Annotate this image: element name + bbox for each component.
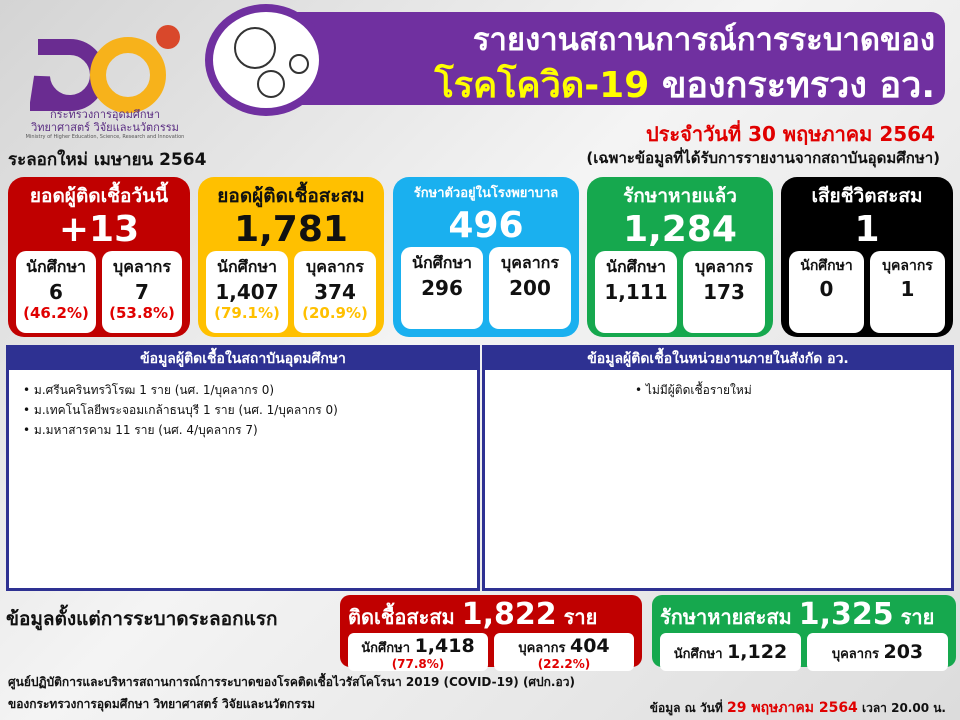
list-item: ม.ศรีนครินทรวิโรฒ 1 ราย (นศ. 1/บุคลากร 0… bbox=[23, 380, 463, 400]
card-recovered: รักษาหายแล้ว 1,284 นักศึกษา 1,111 บุคลากร… bbox=[587, 177, 773, 337]
staff-label: บุคลากร bbox=[113, 257, 171, 276]
card-cumulative: ยอดผู้ติดเชื้อสะสม 1,781 นักศึกษา 1,407 (7… bbox=[198, 177, 384, 337]
staff-pct: (22.2%) bbox=[537, 657, 591, 671]
student-value: 6 bbox=[49, 280, 63, 304]
total-value: 1,822 bbox=[461, 597, 557, 632]
card-total: 1,781 bbox=[234, 209, 348, 250]
student-value: 1,407 bbox=[215, 280, 279, 304]
virus-icon bbox=[205, 4, 327, 116]
student-pct: (46.2%) bbox=[23, 304, 89, 322]
since-first-wave-label: ข้อมูลตั้งแต่การระบาดระลอกแรก bbox=[6, 608, 278, 630]
total-recovered-box: รักษาหายสะสม 1,325 ราย นักศึกษา 1,122 บุ… bbox=[652, 595, 956, 671]
logo-text: กระทรวงการอุดมศึกษา วิทยาศาสตร์ วิจัยและ… bbox=[20, 108, 190, 141]
as-of: ข้อมูล ณ วันที่ 29 พฤษภาคม 2564 เวลา 20.… bbox=[650, 697, 946, 719]
staff-value: 404 bbox=[569, 635, 610, 657]
title-ministry: ของกระทรวง อว. bbox=[661, 65, 935, 106]
staff-label: บุคลากร bbox=[695, 257, 753, 276]
wave-label: ระลอกใหม่ เมษายน 2564 bbox=[8, 150, 207, 170]
card-total: 496 bbox=[448, 205, 524, 246]
unit-label: ราย bbox=[900, 605, 935, 629]
report-note: (เฉพาะข้อมูลที่ได้รับการรายงานจากสถาบันอ… bbox=[586, 149, 940, 167]
staff-pct: (20.9%) bbox=[302, 304, 368, 322]
total-title: ติดเชื้อสะสม bbox=[348, 605, 455, 629]
student-label: นักศึกษา bbox=[673, 647, 723, 662]
student-label: นักศึกษา bbox=[26, 257, 86, 276]
staff-label: บุคลากร bbox=[882, 258, 933, 274]
student-pct: (77.8%) bbox=[391, 657, 445, 671]
card-total: 1 bbox=[854, 209, 880, 250]
agencies-panel: ข้อมูลผู้ติดเชื้อในหน่วยงานภายในสังกัด อ… bbox=[482, 345, 954, 591]
total-title: รักษาหายสะสม bbox=[660, 605, 792, 629]
staff-value: 173 bbox=[703, 280, 745, 304]
student-value: 1,418 bbox=[414, 635, 475, 657]
card-title: ยอดผู้ติดเชื้อสะสม bbox=[217, 185, 365, 207]
staff-label: บุคลากร bbox=[831, 647, 879, 662]
card-hospitalized: รักษาตัวอยู่ในโรงพยาบาล 496 นักศึกษา 296 … bbox=[393, 177, 579, 337]
panel-title: ข้อมูลผู้ติดเชื้อในสถาบันอุดมศึกษา bbox=[9, 348, 477, 370]
list-item: ม.มหาสารคาม 11 ราย (นศ. 4/บุคลากร 7) bbox=[23, 420, 463, 440]
card-title: เสียชีวิตสะสม bbox=[811, 185, 923, 207]
panel-title: ข้อมูลผู้ติดเชื้อในหน่วยงานภายในสังกัด อ… bbox=[485, 348, 951, 370]
footer-line1: ศูนย์ปฏิบัติการและบริหารสถานการณ์การระบา… bbox=[8, 675, 575, 689]
title-line1: รายงานสถานการณ์การระบาดของ bbox=[472, 22, 935, 58]
asof-time: เวลา 20.00 น. bbox=[861, 701, 946, 715]
org-name-en: Ministry of Higher Education, Science, R… bbox=[25, 134, 185, 140]
card-title: รักษาตัวอยู่ในโรงพยาบาล bbox=[413, 186, 559, 201]
staff-value: 7 bbox=[135, 280, 149, 304]
staff-label: บุคลากร bbox=[518, 641, 566, 656]
staff-value: 374 bbox=[314, 280, 356, 304]
student-label: นักศึกษา bbox=[800, 258, 853, 274]
report-date: ประจำวันที่ 30 พฤษภาคม 2564 bbox=[645, 122, 935, 146]
asof-date: 29 พฤษภาคม 2564 bbox=[726, 700, 858, 716]
footer-line2: ของกระทรวงการอุดมศึกษา วิทยาศาสตร์ วิจัย… bbox=[8, 697, 316, 711]
title-banner bbox=[225, 12, 945, 105]
unit-label: ราย bbox=[563, 605, 598, 629]
staff-value: 203 bbox=[883, 641, 924, 663]
total-value: 1,325 bbox=[798, 597, 894, 632]
institutions-panel: ข้อมูลผู้ติดเชื้อในสถาบันอุดมศึกษา ม.ศรี… bbox=[6, 345, 480, 591]
list-item: ม.เทคโนโลยีพระจอมเกล้าธนบุรี 1 ราย (นศ. … bbox=[23, 400, 463, 420]
student-label: นักศึกษา bbox=[361, 641, 411, 656]
card-total: 1,284 bbox=[623, 209, 737, 250]
asof-prefix: ข้อมูล ณ วันที่ bbox=[649, 701, 723, 715]
staff-label: บุคลากร bbox=[501, 253, 559, 272]
card-deaths: เสียชีวิตสะสม 1 นักศึกษา 0 บุคลากร 1 bbox=[781, 177, 953, 337]
student-value: 1,111 bbox=[604, 280, 668, 304]
student-label: นักศึกษา bbox=[412, 253, 472, 272]
org-name-line1: กระทรวงการอุดมศึกษา bbox=[50, 108, 160, 121]
card-today: ยอดผู้ติดเชื้อวันนี้ +13 นักศึกษา 6 (46.2%… bbox=[8, 177, 190, 337]
card-total: +13 bbox=[58, 209, 140, 250]
staff-value: 1 bbox=[900, 277, 915, 301]
staff-label: บุคลากร bbox=[306, 257, 364, 276]
student-value: 1,122 bbox=[727, 641, 788, 663]
card-title: ยอดผู้ติดเชื้อวันนี้ bbox=[29, 185, 169, 207]
student-label: นักศึกษา bbox=[217, 257, 277, 276]
student-value: 296 bbox=[421, 276, 463, 300]
atom-icon bbox=[156, 25, 180, 49]
ministry-logo bbox=[30, 25, 180, 113]
student-value: 0 bbox=[819, 277, 834, 301]
title-line2: โรคโควิด-19 ของกระทรวง อว. bbox=[320, 56, 935, 113]
list-item: ไม่มีผู้ติดเชื้อรายใหม่ bbox=[635, 380, 937, 400]
title-disease: โรคโควิด-19 bbox=[434, 65, 650, 106]
staff-pct: (53.8%) bbox=[109, 304, 175, 322]
card-title: รักษาหายแล้ว bbox=[623, 185, 737, 207]
org-name-line2: วิทยาศาสตร์ วิจัยและนวัตกรรม bbox=[31, 121, 179, 134]
total-infected-box: ติดเชื้อสะสม 1,822 ราย นักศึกษา 1,418 (77… bbox=[340, 595, 642, 671]
student-pct: (79.1%) bbox=[214, 304, 280, 322]
staff-value: 200 bbox=[509, 276, 551, 300]
student-label: นักศึกษา bbox=[606, 257, 666, 276]
